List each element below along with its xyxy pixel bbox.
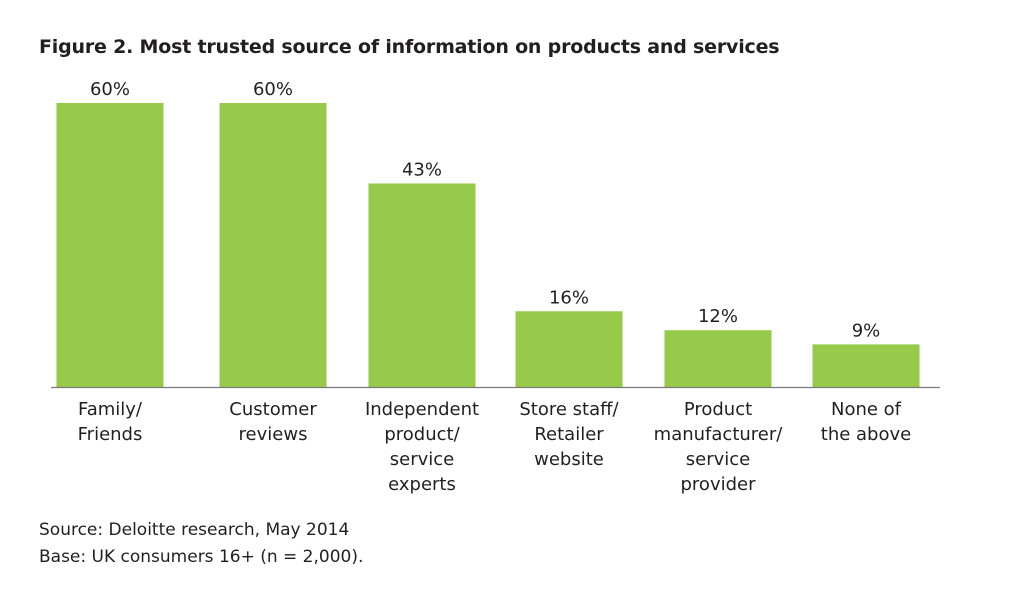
base-note: Base: UK consumers 16+ (n = 2,000).	[39, 547, 364, 567]
data-label: 9%	[852, 320, 881, 341]
category-label: Retailer	[534, 424, 604, 445]
bar-chart: 60% Family/Friends 60% Customer reviews 43% In…	[51, 79, 940, 495]
bar	[812, 344, 920, 387]
category-label: Product	[684, 399, 752, 420]
bar	[56, 103, 164, 387]
category-label: Independent	[365, 399, 479, 420]
data-label: 16%	[549, 287, 589, 308]
category-label: product/	[384, 424, 460, 445]
category-label: reviews	[239, 424, 308, 445]
bar	[515, 311, 623, 387]
category-label: Family/	[78, 399, 143, 420]
category-label: service	[390, 449, 454, 470]
category-label: Customer	[229, 399, 317, 420]
bar	[664, 330, 772, 387]
bar	[219, 103, 327, 387]
chart-title: Figure 2. Most trusted source of informa…	[39, 36, 780, 58]
data-label: 60%	[90, 79, 130, 100]
source-note: Source: Deloitte research, May 2014	[39, 520, 350, 540]
category-label: provider	[681, 474, 757, 495]
category-label: manufacturer/	[654, 424, 784, 445]
category-label: experts	[388, 474, 456, 495]
category-label: website	[534, 449, 604, 470]
category-label: Store staff/	[519, 399, 619, 420]
category-label: Friends	[78, 424, 143, 445]
category-label: None of	[831, 399, 902, 420]
category-label: the above	[821, 424, 911, 445]
bar	[368, 183, 476, 387]
category-label: service	[686, 449, 750, 470]
data-label: 60%	[253, 79, 293, 100]
data-label: 12%	[698, 306, 738, 327]
data-label: 43%	[402, 159, 442, 180]
